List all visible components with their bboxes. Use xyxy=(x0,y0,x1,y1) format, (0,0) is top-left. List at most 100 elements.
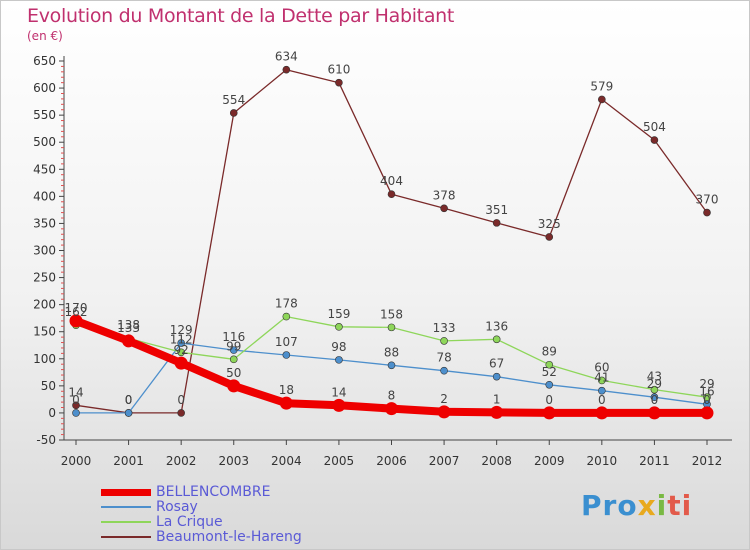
legend-swatch-bellencombre xyxy=(101,489,151,496)
y-tick-label: 350 xyxy=(33,216,56,230)
data-point xyxy=(227,379,241,393)
data-label: 378 xyxy=(433,188,456,202)
data-label: 16 xyxy=(699,384,714,398)
data-point xyxy=(492,219,501,227)
data-label: 112 xyxy=(170,332,193,346)
data-point xyxy=(335,323,343,331)
data-label: 14 xyxy=(331,385,346,399)
data-label: 41 xyxy=(594,371,609,385)
x-tick-label: 2003 xyxy=(218,454,249,468)
data-point xyxy=(229,346,238,354)
data-label: 504 xyxy=(643,120,666,134)
data-point xyxy=(492,335,501,344)
data-point xyxy=(650,136,659,144)
data-label: 158 xyxy=(380,307,403,321)
data-label: 0 xyxy=(703,393,711,407)
data-point xyxy=(177,348,185,357)
data-point xyxy=(598,95,606,104)
data-label: 159 xyxy=(327,307,350,321)
data-point xyxy=(595,406,609,420)
legend-item-bellencombre: BELLENCOMBRE xyxy=(101,485,361,500)
legend-swatch-beaumont-le-hareng xyxy=(101,536,151,538)
data-label: 116 xyxy=(222,330,245,344)
y-tick-label: -50 xyxy=(36,433,56,447)
y-tick-label: 50 xyxy=(41,379,56,393)
data-label: 325 xyxy=(538,217,561,231)
data-label: 29 xyxy=(699,377,714,391)
data-label: 554 xyxy=(222,93,245,107)
data-point xyxy=(545,380,554,389)
data-point xyxy=(229,109,238,117)
y-tick-label: 450 xyxy=(33,162,56,176)
data-label: 0 xyxy=(177,393,185,407)
data-point xyxy=(440,337,448,345)
data-label: 0 xyxy=(72,393,80,407)
data-label: 370 xyxy=(696,193,719,207)
data-label: 78 xyxy=(436,351,451,365)
legend-label: Rosay xyxy=(156,499,198,515)
data-label: 634 xyxy=(275,50,298,64)
data-point xyxy=(545,233,554,241)
data-label: 0 xyxy=(125,393,133,407)
data-point xyxy=(492,372,501,381)
data-point xyxy=(542,406,556,420)
data-label: 0 xyxy=(598,393,606,407)
data-point xyxy=(598,386,606,395)
data-label: 52 xyxy=(542,365,557,379)
data-label: 29 xyxy=(647,377,662,391)
data-label: 133 xyxy=(433,321,456,335)
data-point xyxy=(335,78,343,87)
y-tick-label: 650 xyxy=(33,54,56,68)
data-label: 133 xyxy=(117,321,140,335)
data-label: 178 xyxy=(275,297,298,311)
data-point xyxy=(335,356,343,364)
data-point xyxy=(387,361,396,370)
data-label: 351 xyxy=(485,203,508,217)
legend-item-beaumont-le-hareng: Beaumont-le-Hareng xyxy=(101,530,361,545)
data-label: 43 xyxy=(647,370,662,384)
logo-part: x xyxy=(637,489,657,522)
legend-label: BELLENCOMBRE xyxy=(156,484,271,500)
legend-item-la-crique: La Crique xyxy=(101,515,361,530)
data-label: 170 xyxy=(65,301,88,315)
data-point xyxy=(440,366,448,375)
x-tick-label: 2012 xyxy=(692,454,723,468)
data-point xyxy=(647,406,661,420)
data-point xyxy=(385,402,398,416)
legend-label: Beaumont-le-Hareng xyxy=(156,529,302,545)
data-point xyxy=(387,190,396,198)
legend-item-rosay: Rosay xyxy=(101,500,361,515)
data-label: 129 xyxy=(170,323,193,337)
data-point xyxy=(332,398,346,412)
data-point xyxy=(282,351,291,359)
y-tick-label: 0 xyxy=(48,406,56,420)
x-tick-label: 2009 xyxy=(534,454,565,468)
proxiti-logo: Proxiti xyxy=(581,489,692,522)
data-label: 610 xyxy=(327,63,350,77)
data-point xyxy=(387,323,396,332)
y-tick-label: 200 xyxy=(33,298,56,312)
data-point xyxy=(700,406,714,420)
data-label: 89 xyxy=(542,345,557,359)
data-label: 107 xyxy=(275,335,298,349)
y-tick-label: 300 xyxy=(33,244,56,258)
y-tick-label: 100 xyxy=(33,352,56,366)
data-point xyxy=(122,334,136,348)
x-tick-label: 2001 xyxy=(113,454,144,468)
x-tick-label: 2005 xyxy=(324,454,355,468)
data-label: 8 xyxy=(388,389,396,403)
logo-part: Pro xyxy=(581,489,638,522)
data-point xyxy=(69,314,83,328)
data-point xyxy=(72,409,80,417)
data-label: 18 xyxy=(279,383,294,397)
data-label: 0 xyxy=(651,393,659,407)
legend-swatch-la-crique xyxy=(101,521,151,523)
data-label: 136 xyxy=(485,319,508,333)
data-point xyxy=(650,385,659,394)
data-point xyxy=(545,360,554,369)
x-tick-label: 2000 xyxy=(61,454,92,468)
logo-part: ti xyxy=(667,489,693,522)
data-label: 404 xyxy=(380,174,403,188)
y-tick-label: 500 xyxy=(33,135,56,149)
